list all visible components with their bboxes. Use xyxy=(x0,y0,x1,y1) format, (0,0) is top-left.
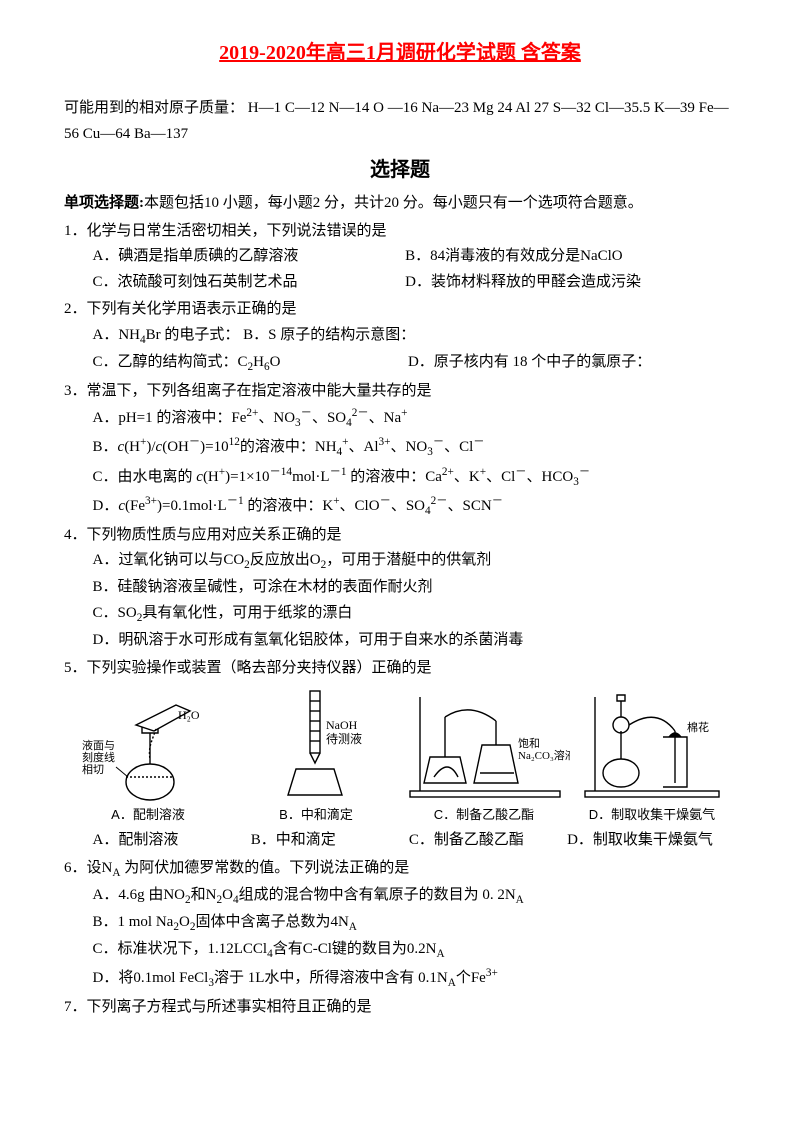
question-7: 7．下列离子方程式与所述事实相符且正确的是 xyxy=(64,995,736,1021)
svg-text:棉花: 棉花 xyxy=(687,720,709,734)
instructions-label: 单项选择题: xyxy=(64,195,144,211)
q4-option-b: B．硅酸钠溶液呈碱性，可涂在木材的表面作耐火剂 xyxy=(64,575,736,601)
q3-option-d: D．c(Fe3+)=0.1mol·L－1 的溶液中：K+、ClO－、SO42－、… xyxy=(64,492,736,521)
q5-stem: 5．下列实验操作或装置（略去部分夹持仪器）正确的是 xyxy=(64,656,736,682)
q3-option-a: A．pH=1 的溶液中：Fe2+、NO3－、SO42－、Na+ xyxy=(64,404,736,433)
q1-option-b: B．84消毒液的有效成分是NaClO xyxy=(405,248,623,264)
question-6: 6．设NA 为阿伏加德罗常数的值。下列说法正确的是 A．4.6g 由NO2和N2… xyxy=(64,856,736,994)
q5-option-d: D．制取收集干燥氨气 xyxy=(567,828,734,854)
page-title: 2019-2020年高三1月调研化学试题 含答案 xyxy=(64,36,736,70)
instructions: 单项选择题:本题包括10 小题，每小题2 分，共计20 分。每小题只有一个选项符… xyxy=(64,191,736,217)
svg-text:H₂O: H₂O xyxy=(178,708,200,722)
q3-option-c: C．由水电离的 c(H+)=1×10－14mol·L－1 的溶液中：Ca2+、K… xyxy=(64,463,736,492)
q5-fig-b: NaOH 待测液 B．中和滴定 xyxy=(232,687,400,826)
svg-text:液面与: 液面与 xyxy=(82,738,115,752)
question-2: 2．下列有关化学用语表示正确的是 A．NH4Br 的电子式： B．S 原子的结构… xyxy=(64,297,736,377)
q1-stem: 1．化学与日常生活密切相关，下列说法错误的是 xyxy=(64,219,736,245)
q5-option-c: C．制备乙酸乙酯 xyxy=(409,828,563,854)
q2-option-ab: A．NH4Br 的电子式： B．S 原子的结构示意图： xyxy=(64,323,736,350)
section-heading: 选择题 xyxy=(64,153,736,187)
question-5: 5．下列实验操作或装置（略去部分夹持仪器）正确的是 H₂O 液面与 刻度线 xyxy=(64,656,736,854)
svg-text:NaOH: NaOH xyxy=(326,718,358,732)
svg-text:Na₂CO₃溶液: Na₂CO₃溶液 xyxy=(518,748,570,762)
svg-text:待测液: 待测液 xyxy=(326,731,362,746)
q2-stem: 2．下列有关化学用语表示正确的是 xyxy=(64,297,736,323)
q6-option-b: B．1 mol Na2O2固体中含离子总数为4NA xyxy=(64,910,736,937)
question-1: 1．化学与日常生活密切相关，下列说法错误的是 A．碘酒是指单质碘的乙醇溶液 B．… xyxy=(64,219,736,296)
svg-text:刻度线: 刻度线 xyxy=(82,750,115,764)
q6-stem: 6．设NA 为阿伏加德罗常数的值。下列说法正确的是 xyxy=(64,856,736,883)
q1-option-d: D．装饰材料释放的甲醛会造成污染 xyxy=(405,274,641,290)
q2-option-cd: C．乙醇的结构简式：C2H6O D．原子核内有 18 个中子的氯原子： xyxy=(64,350,736,377)
q7-stem: 7．下列离子方程式与所述事实相符且正确的是 xyxy=(64,995,736,1021)
svg-text:相切: 相切 xyxy=(82,763,104,776)
q4-option-a: A．过氧化钠可以与CO2反应放出O2，可用于潜艇中的供氧剂 xyxy=(64,548,736,575)
q4-option-c: C．SO2具有氧化性，可用于纸浆的漂白 xyxy=(64,601,736,628)
q4-option-d: D．明矾溶于水可形成有氢氧化铝胶体，可用于自来水的杀菌消毒 xyxy=(64,628,736,654)
q3-option-b: B．c(H+)/c(OH－)=1012的溶液中：NH4+、Al3+、NO3－、C… xyxy=(64,433,736,462)
q5-figures: H₂O 液面与 刻度线 相切 A．配制溶液 xyxy=(64,687,736,826)
instructions-body: 本题包括10 小题，每小题2 分，共计20 分。每小题只有一个选项符合题意。 xyxy=(144,195,643,211)
q1-option-a: A．碘酒是指单质碘的乙醇溶液 xyxy=(93,244,402,270)
q6-option-c: C．标准状况下，1.12LCCl4含有C-Cl键的数目为0.2NA xyxy=(64,937,736,964)
question-4: 4．下列物质性质与应用对应关系正确的是 A．过氧化钠可以与CO2反应放出O2，可… xyxy=(64,523,736,654)
q4-stem: 4．下列物质性质与应用对应关系正确的是 xyxy=(64,523,736,549)
svg-text:饱和: 饱和 xyxy=(518,736,540,750)
question-3: 3．常温下，下列各组离子在指定溶液中能大量共存的是 A．pH=1 的溶液中：Fe… xyxy=(64,379,736,521)
q5-fig-c: 饱和 Na₂CO₃溶液 C．制备乙酸乙酯 xyxy=(400,687,568,826)
q1-option-c: C．浓硫酸可刻蚀石英制艺术品 xyxy=(93,270,402,296)
atomic-masses: 可能用到的相对原子质量： H—1 C—12 N—14 O —16 Na—23 M… xyxy=(64,96,736,147)
q5-option-a: A．配制溶液 xyxy=(93,828,247,854)
q3-stem: 3．常温下，下列各组离子在指定溶液中能大量共存的是 xyxy=(64,379,736,405)
q6-option-d: D．将0.1mol FeCl3溶于 1L水中，所得溶液中含有 0.1NA个Fe3… xyxy=(64,964,736,993)
q6-option-a: A．4.6g 由NO2和N2O4组成的混合物中含有氧原子的数目为 0. 2NA xyxy=(64,883,736,910)
q5-option-b: B．中和滴定 xyxy=(251,828,405,854)
q5-fig-d: 棉花 D．制取收集干燥氨气 xyxy=(568,687,736,826)
q5-fig-a: H₂O 液面与 刻度线 相切 A．配制溶液 xyxy=(64,687,232,826)
